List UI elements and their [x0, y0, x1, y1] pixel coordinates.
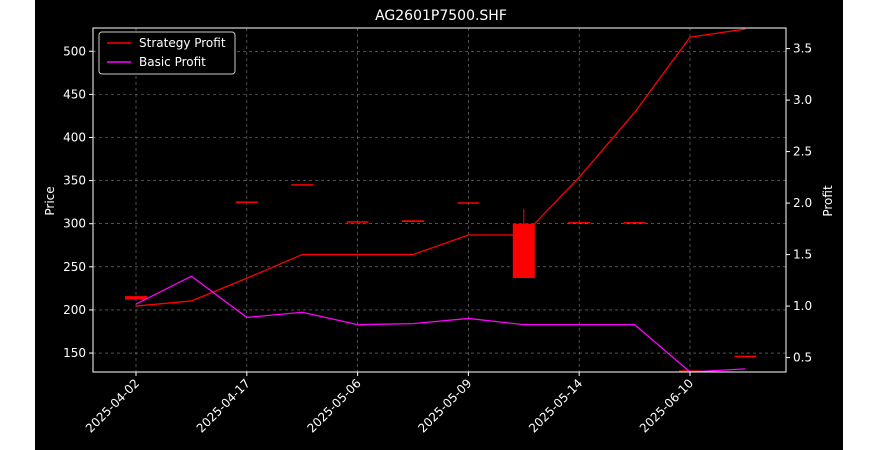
y-tick-label-right: 1.0: [793, 299, 812, 313]
x-tick-label: 2025-06-10: [637, 376, 696, 435]
strategy-profit-line: [135, 28, 746, 307]
y-axis-label-left: Price: [43, 186, 57, 215]
y-tick-label-left: 250: [63, 260, 86, 274]
candle-body: [457, 202, 480, 204]
candle-body: [679, 370, 701, 372]
y-tick-label-right: 0.5: [793, 351, 812, 365]
y-tick-label-right: 2.0: [793, 196, 812, 210]
plot-frame: [92, 27, 787, 373]
y-axis-label-right: Profit: [821, 185, 835, 217]
y-tick-label-left: 500: [63, 44, 86, 58]
x-tick-label: 2025-04-17: [194, 376, 253, 435]
legend-box: [98, 31, 236, 75]
candle-body: [235, 201, 258, 203]
candle-body: [291, 184, 314, 186]
chart-title: AG2601P7500.SHF: [375, 8, 507, 24]
chart-svg: AG2601P7500.SHF Price Profit 150 200 250 30…: [43, 8, 835, 436]
y-tick-label-right: 1.5: [793, 248, 812, 262]
y-tick-label-left: 300: [63, 217, 86, 231]
axes: 150 200 250 300 350 400 450 500 0.5 1.0 1.5 2.0 2.5 3…: [63, 42, 812, 436]
x-tick-label: 2025-05-14: [526, 376, 585, 435]
chart-figure: AG2601P7500.SHF Price Profit 150 200 250 30…: [35, 0, 843, 450]
grid: [93, 28, 786, 372]
candle-body: [568, 222, 591, 224]
legend: Strategy Profit Basic Profit: [98, 31, 236, 75]
profit-lines: [135, 28, 746, 373]
basic-profit-line: [135, 275, 746, 373]
x-tick-label: 2025-05-06: [305, 376, 364, 435]
legend-label-strategy: Strategy Profit: [139, 36, 226, 50]
candle-body: [734, 355, 757, 358]
y-tick-label-left: 450: [63, 87, 86, 101]
y-tick-label-left: 400: [63, 130, 86, 144]
y-tick-label-left: 200: [63, 303, 86, 317]
x-tick-label: 2025-05-09: [415, 376, 474, 435]
candle-body: [402, 220, 424, 222]
candle-body: [512, 223, 535, 279]
candle-body: [125, 296, 147, 300]
y-tick-label-left: 350: [63, 174, 86, 188]
candle-body: [346, 221, 369, 223]
x-tick-label: 2025-04-02: [83, 376, 142, 435]
candles: [125, 72, 757, 372]
y-tick-label-right: 2.5: [793, 145, 812, 159]
y-tick-label-right: 3.5: [793, 42, 812, 56]
y-tick-label-right: 3.0: [793, 93, 812, 107]
y-tick-label-left: 150: [63, 346, 86, 360]
candle-body: [623, 222, 646, 224]
legend-label-basic: Basic Profit: [139, 55, 206, 69]
